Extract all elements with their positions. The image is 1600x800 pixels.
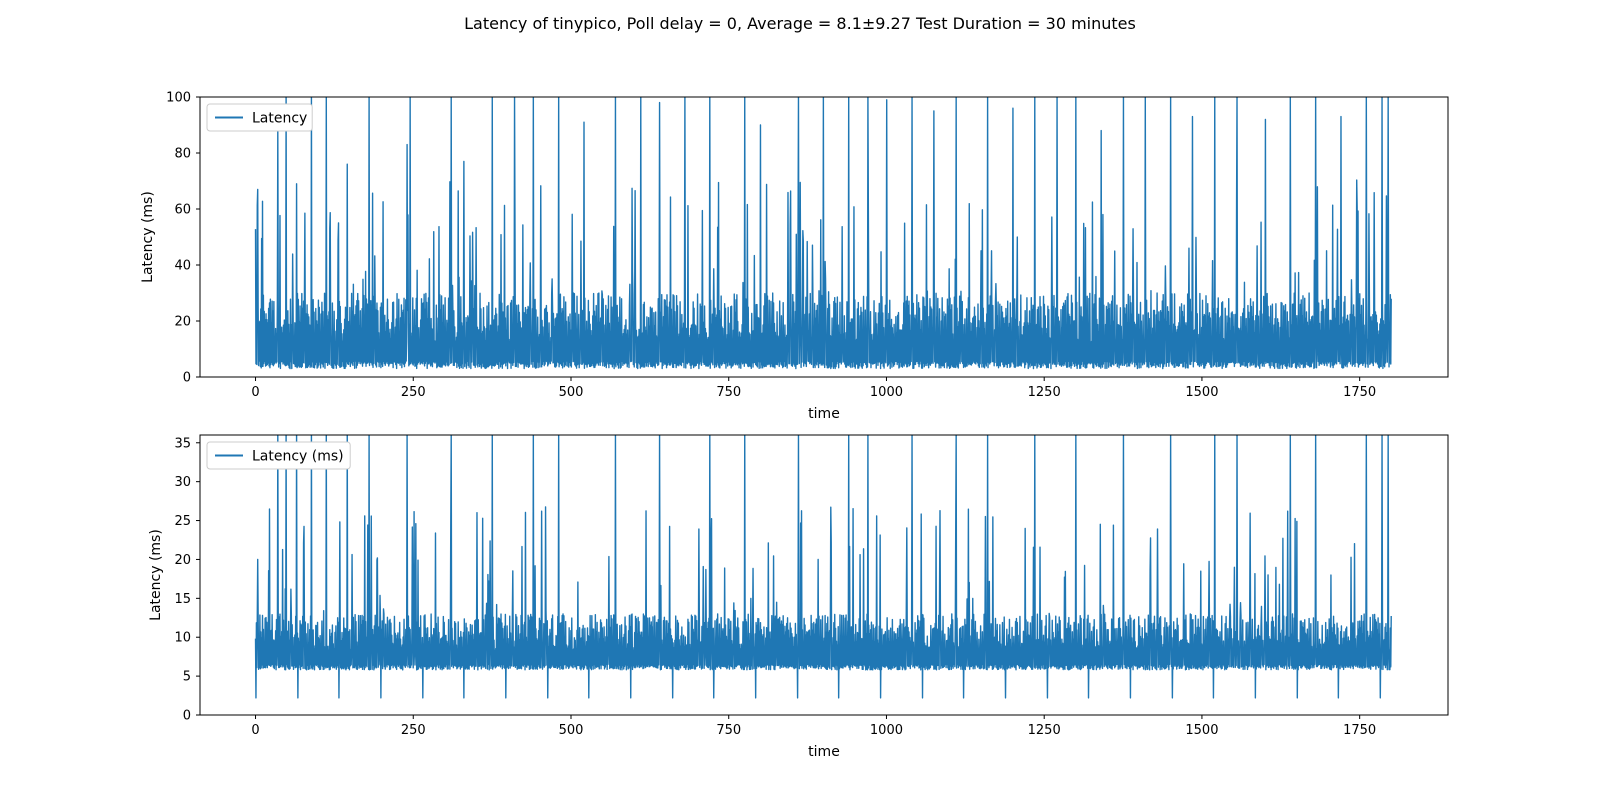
top-plot-frame	[199, 96, 1449, 378]
bottom-x-tick-label: 1750	[1343, 723, 1376, 738]
top-y-tick-label: 0	[183, 371, 191, 386]
bottom-x-tick-label: 750	[716, 723, 741, 738]
bottom-x-tick-label: 1500	[1185, 723, 1218, 738]
top-legend: Latency	[206, 103, 313, 132]
bottom-x-tick-label: 0	[251, 723, 259, 738]
bottom-y-tick-label: 20	[174, 553, 191, 568]
bottom-x-tick-label: 1250	[1028, 723, 1061, 738]
top-x-tick-label: 1250	[1028, 385, 1061, 400]
bottom-series-line	[254, 435, 1392, 699]
top-y-ticks: 0 20 40 60 80 100	[166, 91, 200, 386]
bottom-x-tick-label: 250	[401, 723, 426, 738]
top-y-tick-label: 80	[174, 147, 191, 162]
figure-title: Latency of tinypico, Poll delay = 0, Ave…	[464, 14, 1136, 33]
top-x-tick-label: 0	[251, 385, 259, 400]
top-series-line	[254, 97, 1392, 370]
bottom-y-tick-label: 30	[174, 475, 191, 490]
bottom-plot-frame	[199, 434, 1449, 716]
bottom-series-trace	[254, 435, 1392, 699]
top-y-tick-label: 100	[166, 91, 191, 106]
bottom-legend: Latency (ms)	[206, 441, 351, 470]
bottom-y-tick-label: 10	[174, 631, 191, 646]
top-x-tick-label: 1500	[1185, 385, 1218, 400]
bottom-plot-panel: 0 250 500 750 1000 1250 1500 1750 0 5 10 15 20 25 30 3…	[148, 434, 1449, 760]
top-plot-panel: 0 250 500 750 1000 1250 1500 1750 020406080100 …	[140, 91, 1449, 422]
bottom-y-tick-label: 5	[183, 670, 191, 685]
bottom-x-axis-label: time	[808, 744, 840, 760]
top-x-tick-label: 500	[559, 385, 584, 400]
top-y-axis-label: Latency (ms)	[140, 191, 156, 283]
top-legend-label: Latency	[252, 111, 307, 127]
top-series-trace	[254, 97, 1392, 370]
top-legend-box	[206, 103, 313, 132]
top-y-tick-label: 20	[174, 315, 191, 330]
bottom-x-tick-label: 500	[559, 723, 584, 738]
top-x-tick-label: 250	[401, 385, 426, 400]
bottom-y-tick-label: 15	[174, 592, 191, 607]
bottom-y-tick-label: 35	[174, 436, 191, 451]
top-y-tick-label: 40	[174, 259, 191, 274]
bottom-x-tick-label: 1000	[870, 723, 903, 738]
top-x-axis-label: time	[808, 406, 840, 422]
top-x-tick-label: 750	[716, 385, 741, 400]
bottom-y-ticks: 0 5 10 15 20 25 30 35	[174, 436, 200, 724]
top-x-tick-label: 1750	[1343, 385, 1376, 400]
bottom-y-tick-label: 0	[183, 709, 191, 724]
top-x-ticks: 0 250 500 750 1000 1250 1500 1750	[251, 377, 1376, 400]
top-y-tick-label: 60	[174, 203, 191, 218]
bottom-y-axis-label: Latency (ms)	[148, 529, 164, 621]
bottom-y-tick-label: 25	[174, 514, 191, 529]
bottom-legend-label: Latency (ms)	[252, 449, 344, 465]
bottom-x-ticks: 0 250 500 750 1000 1250 1500 1750	[251, 715, 1376, 738]
bottom-legend-box	[206, 441, 351, 470]
top-x-tick-label: 1000	[870, 385, 903, 400]
